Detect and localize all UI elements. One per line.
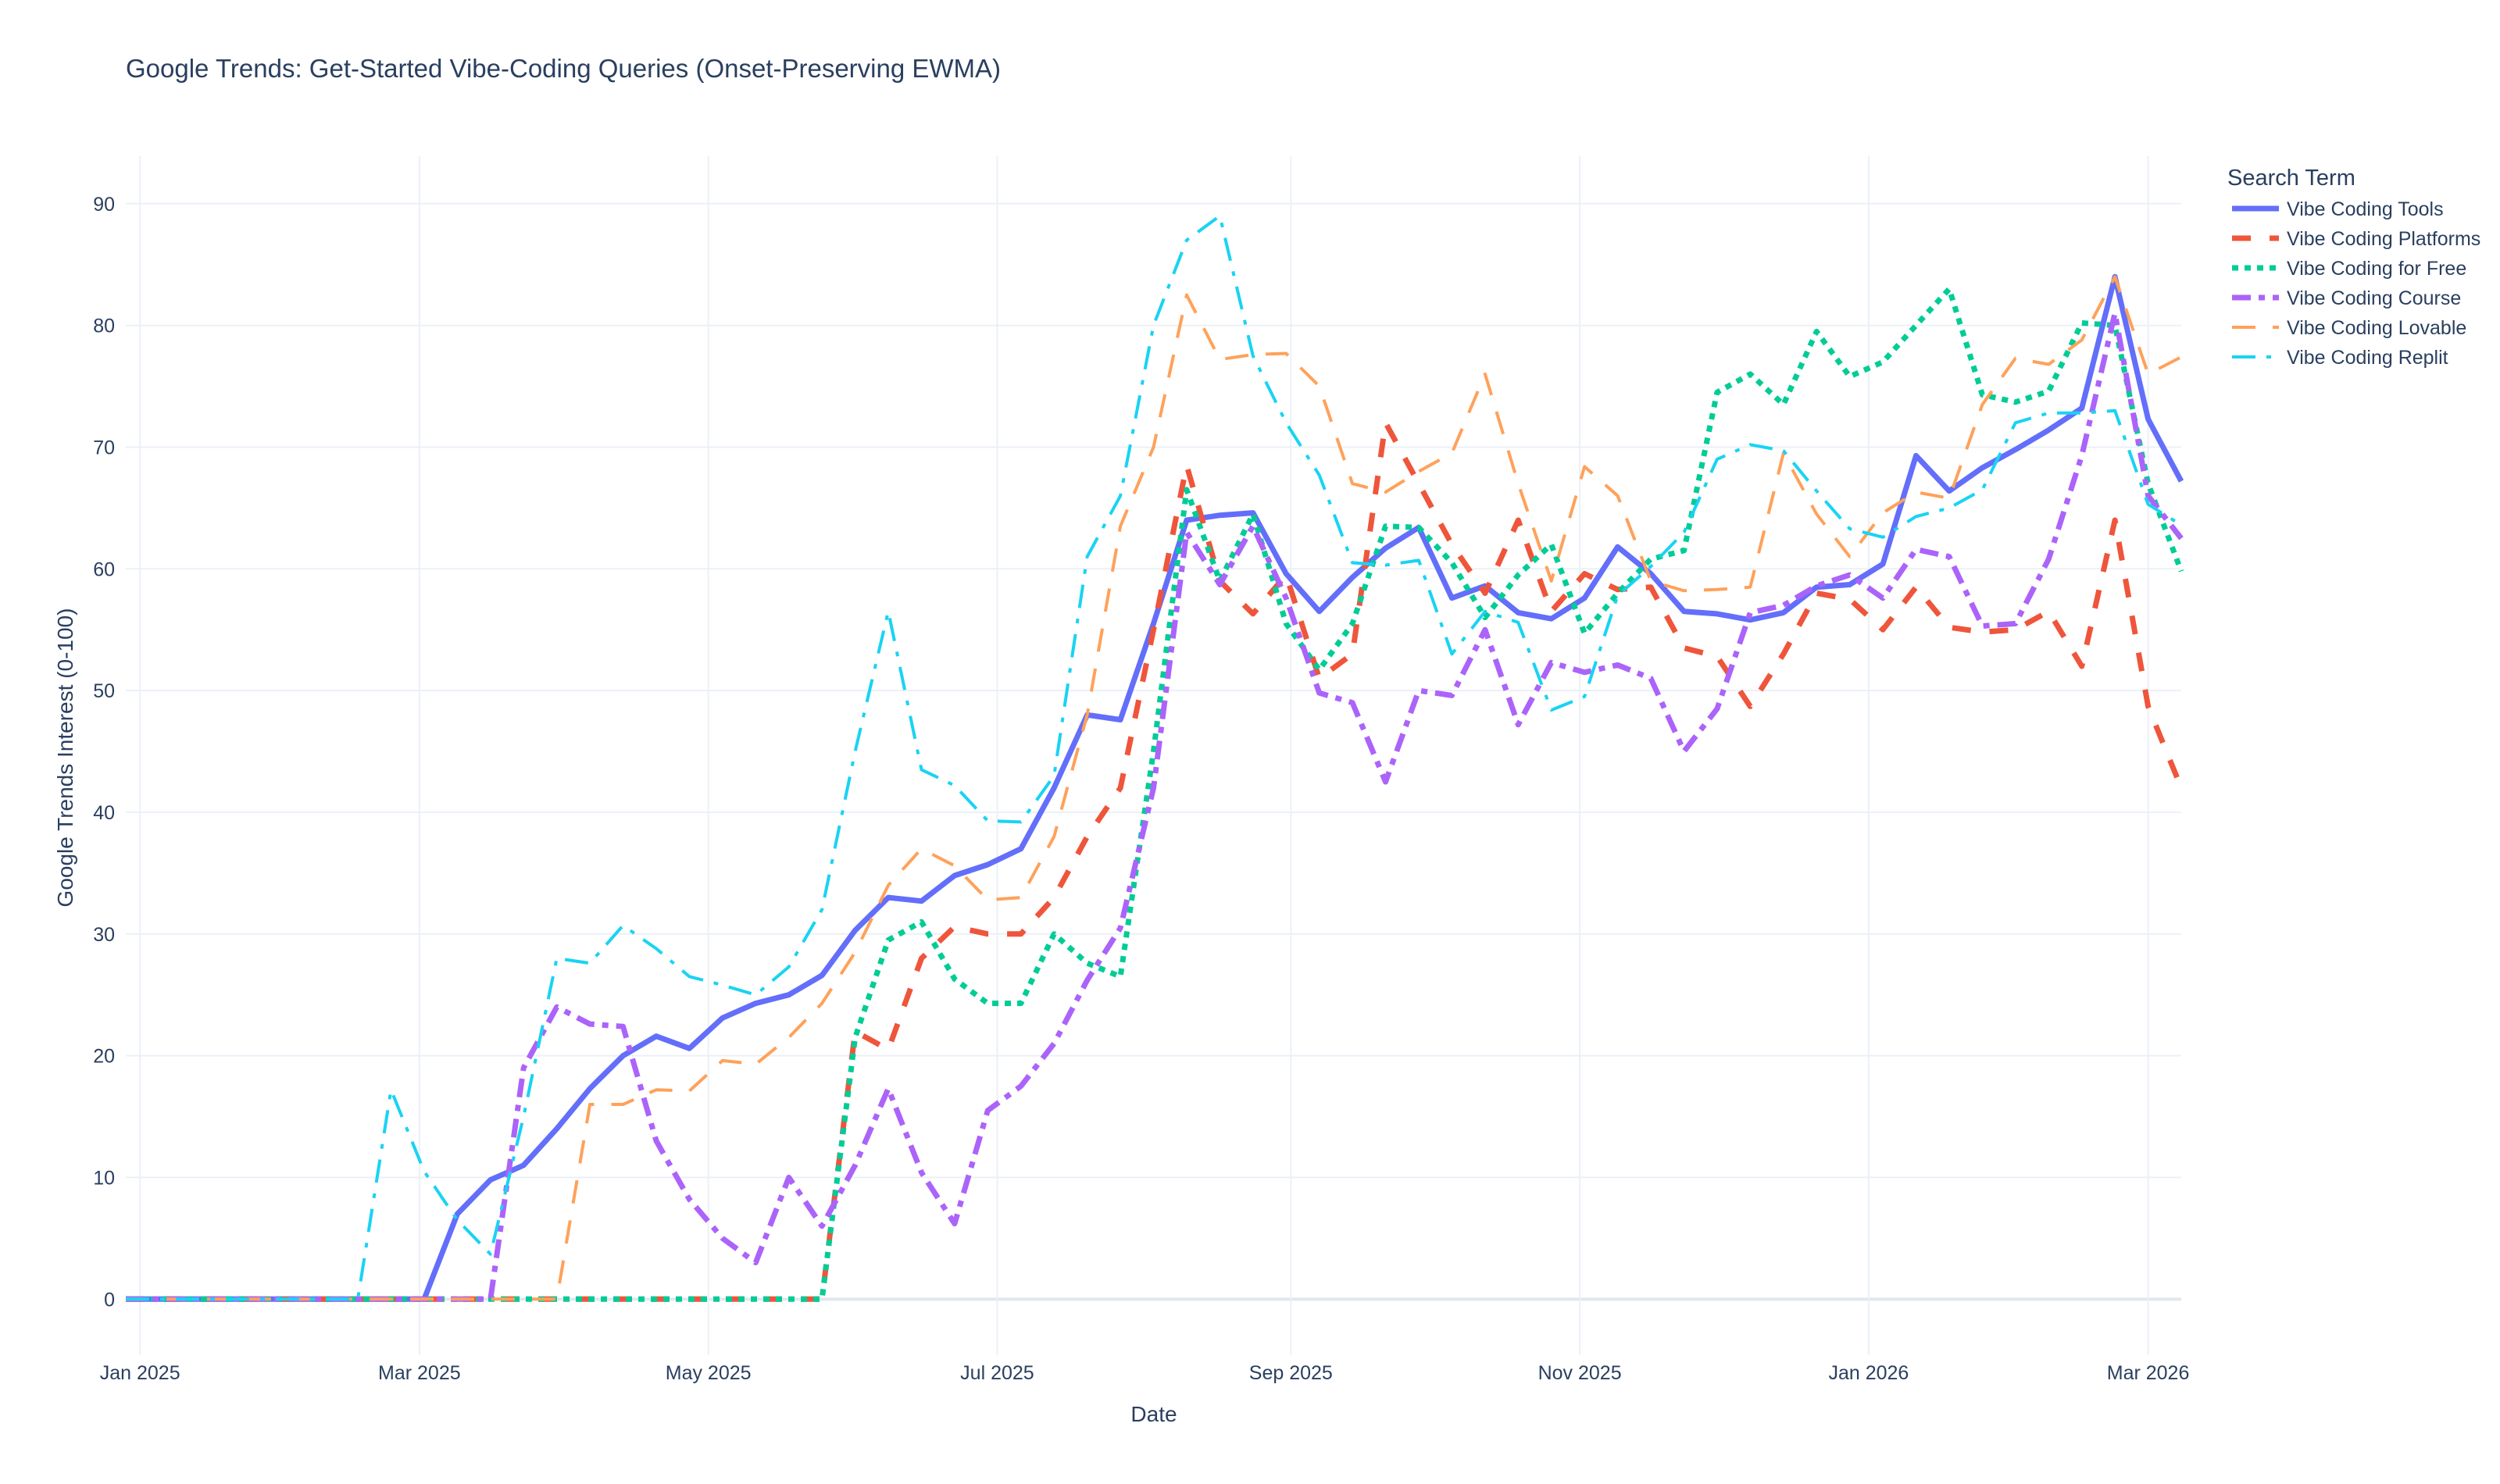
grid [126,156,2181,1355]
y-axis-ticks: 0 10 20 30 40 50 60 70 80 90 [93,194,115,1311]
series-line-vibe-coding-course [126,310,2184,1302]
legend-label: Vibe Coding Platforms [2287,228,2480,250]
series-line-vibe-coding-lovable [126,275,2182,1301]
legend-item[interactable]: Vibe Coding Tools [2232,198,2444,220]
y-tick-label: 80 [93,316,115,337]
legend-title: Search Term [2227,166,2355,191]
legend-label: Vibe Coding Tools [2287,198,2444,220]
legend-label: Vibe Coding Course [2287,287,2461,309]
y-axis-title: Google Trends Interest (0-100) [53,608,77,908]
legend-item[interactable]: Vibe Coding Platforms [2232,228,2480,250]
x-axis-title: Date [1130,1402,1177,1426]
y-tick-label: 90 [93,194,115,216]
y-tick-label: 0 [104,1289,115,1311]
x-tick-label: Jan 2025 [100,1362,180,1384]
x-tick-label: Jul 2025 [960,1362,1034,1384]
x-tick-label: Sep 2025 [1249,1362,1333,1384]
y-tick-label: 20 [93,1046,115,1068]
legend-item[interactable]: Vibe Coding Lovable [2232,317,2466,339]
legend: Search Term Vibe Coding Tools Vibe Coding… [2227,166,2480,369]
series-line-vibe-coding-platforms [126,419,2184,1302]
x-tick-label: Mar 2026 [2107,1362,2190,1384]
x-axis-ticks: Jan 2025 Mar 2025 May 2025 Jul 2025 Sep 2025… [100,1362,2190,1384]
chart-title: Google Trends: Get-Started Vibe-Coding Q… [126,54,1001,83]
y-tick-label: 40 [93,802,115,824]
series-lines [126,214,2184,1302]
x-tick-label: Nov 2025 [1538,1362,1622,1384]
legend-label: Vibe Coding for Free [2287,258,2466,280]
y-tick-label: 70 [93,437,115,458]
legend-item[interactable]: Vibe Coding Course [2232,287,2461,309]
legend-label: Vibe Coding Lovable [2287,317,2466,339]
x-tick-label: Jan 2026 [1828,1362,1909,1384]
y-tick-label: 60 [93,558,115,580]
y-tick-label: 50 [93,680,115,702]
series-line-vibe-coding-tools [126,273,2184,1302]
y-tick-label: 10 [93,1167,115,1189]
legend-item[interactable]: Vibe Coding for Free [2232,258,2466,280]
x-tick-label: May 2025 [666,1362,752,1384]
series-line-vibe-coding-replit [126,214,2183,1301]
y-tick-label: 30 [93,924,115,946]
legend-label: Vibe Coding Replit [2287,347,2448,369]
x-tick-label: Mar 2025 [378,1362,461,1384]
legend-item[interactable]: Vibe Coding Replit [2232,347,2448,369]
